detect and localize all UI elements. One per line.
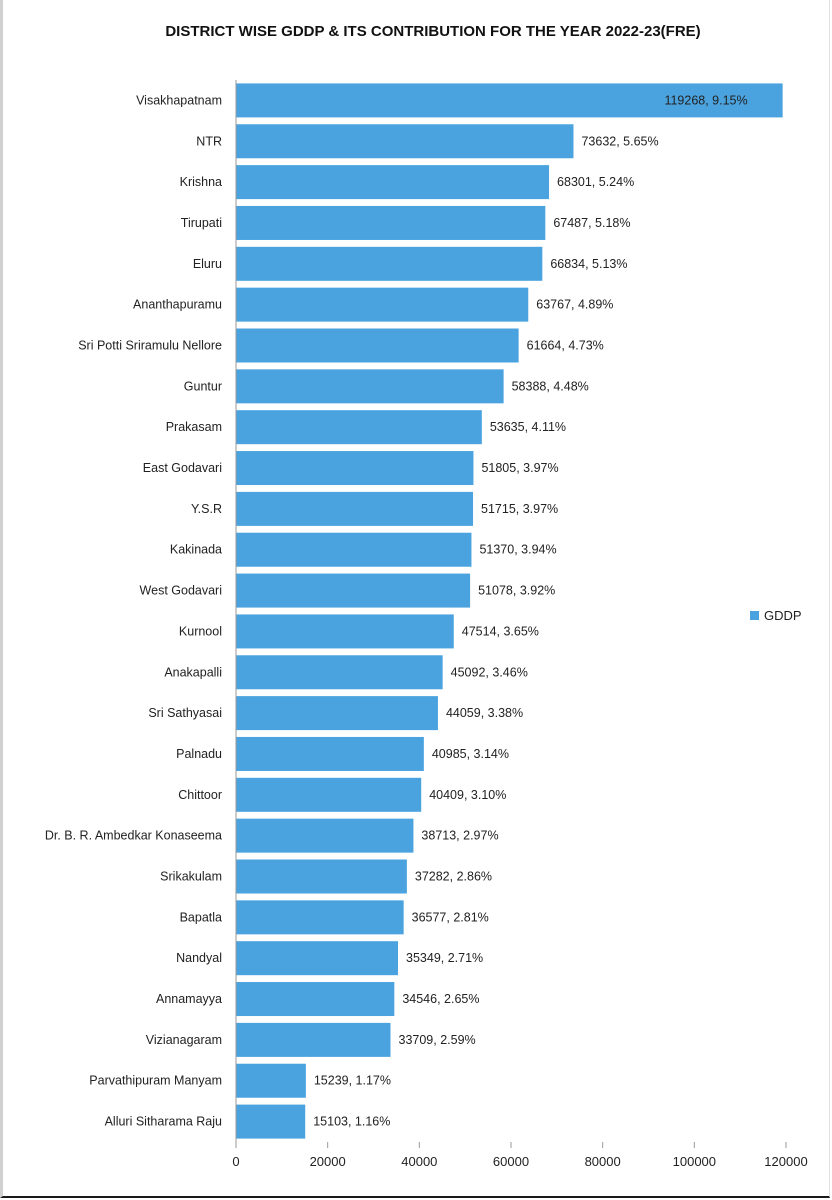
bar-0 [236,83,783,118]
data-label-16: 40985, 3.14% [432,747,509,761]
bar-11 [236,532,472,567]
bar-8 [236,410,482,445]
data-label-9: 51805, 3.97% [481,461,558,475]
category-label-15: Sri Sathyasai [148,706,222,720]
category-label-24: Parvathipuram Manyam [89,1074,222,1088]
bar-3 [236,205,546,240]
x-tick-label-2: 40000 [401,1154,437,1169]
category-label-9: East Godavari [143,461,222,475]
data-label-8: 53635, 4.11% [490,420,566,434]
data-label-14: 45092, 3.46% [451,665,528,679]
data-label-6: 61664, 4.73% [527,339,604,353]
bar-1 [236,124,574,159]
x-tick-label-3: 60000 [493,1154,529,1169]
bar-19 [236,859,407,894]
data-label-5: 63767, 4.89% [536,298,613,312]
data-label-17: 40409, 3.10% [429,788,506,802]
data-label-1: 73632, 5.65% [581,134,658,148]
data-label-19: 37282, 2.86% [415,870,492,884]
data-label-13: 47514, 3.65% [462,624,539,638]
category-label-25: Alluri Sitharama Raju [105,1115,222,1129]
data-label-0: 119268, 9.15% [664,93,747,107]
x-axis-ticks: 0 20000 40000 60000 80000 100000 120000 [232,1142,808,1169]
bar-4 [236,246,543,281]
data-label-10: 51715, 3.97% [481,502,558,516]
data-labels: 119268, 9.15% 73632, 5.65% 68301, 5.24% 674… [313,93,747,1128]
chart-title: DISTRICT WISE GDDP & ITS CONTRIBUTION FO… [165,23,700,40]
category-label-14: Anakapalli [164,665,222,679]
x-tick-label-0: 0 [232,1154,239,1169]
category-label-22: Annamayya [156,992,222,1006]
category-label-8: Prakasam [166,420,222,434]
x-tick-label-5: 100000 [673,1154,716,1169]
data-label-22: 34546, 2.65% [402,992,479,1006]
category-label-3: Tirupati [181,216,222,230]
bar-23 [236,1022,391,1057]
bar-5 [236,287,529,322]
bar-10 [236,491,474,526]
category-label-16: Palnadu [176,747,222,761]
category-label-21: Nandyal [176,951,222,965]
category-label-2: Krishna [180,175,222,189]
legend-label: GDDP [764,608,802,623]
category-label-6: Sri Potti Sriramulu Nellore [78,339,222,353]
data-label-3: 67487, 5.18% [553,216,630,230]
category-label-20: Bapatla [180,910,222,924]
bar-24 [236,1063,306,1098]
category-labels: Visakhapatnam NTR Krishna Tirupati Eluru Anan… [45,93,222,1128]
data-label-23: 33709, 2.59% [399,1033,476,1047]
category-label-17: Chittoor [178,788,222,802]
data-label-15: 44059, 3.38% [446,706,523,720]
bar-2 [236,165,550,200]
x-tick-label-4: 80000 [585,1154,621,1169]
category-label-12: West Godavari [140,584,222,598]
bar-14 [236,655,443,690]
data-label-18: 38713, 2.97% [421,829,498,843]
bar-15 [236,696,438,731]
category-label-0: Visakhapatnam [136,93,222,107]
bar-20 [236,900,404,935]
x-tick-label-6: 120000 [764,1154,807,1169]
data-label-2: 68301, 5.24% [557,175,634,189]
data-label-20: 36577, 2.81% [412,910,489,924]
data-label-7: 58388, 4.48% [512,379,589,393]
category-label-23: Vizianagaram [146,1033,222,1047]
bar-13 [236,614,454,649]
bar-12 [236,573,471,608]
data-label-12: 51078, 3.92% [478,584,555,598]
bar-25 [236,1104,306,1139]
category-label-11: Kakinada [170,543,222,557]
bar-6 [236,328,519,363]
bar-18 [236,818,414,853]
bar-7 [236,369,504,404]
bar-21 [236,941,399,976]
bar-16 [236,736,424,771]
category-label-5: Ananthapuramu [133,298,222,312]
bars-group [236,83,783,1139]
bar-17 [236,777,422,812]
data-label-25: 15103, 1.16% [313,1115,390,1129]
data-label-11: 51370, 3.94% [479,543,556,557]
bar-22 [236,982,395,1017]
category-label-18: Dr. B. R. Ambedkar Konaseema [45,829,222,843]
category-label-13: Kurnool [179,624,222,638]
bar-9 [236,451,474,486]
legend: GDDP [750,608,802,623]
data-label-4: 66834, 5.13% [550,257,627,271]
data-label-24: 15239, 1.17% [314,1074,391,1088]
category-label-19: Srikakulam [160,870,222,884]
data-label-21: 35349, 2.71% [406,951,483,965]
x-tick-label-1: 20000 [310,1154,346,1169]
category-label-10: Y.S.R [191,502,222,516]
legend-swatch [750,611,759,620]
category-label-7: Guntur [184,379,222,393]
category-label-1: NTR [196,134,222,148]
category-label-4: Eluru [193,257,222,271]
